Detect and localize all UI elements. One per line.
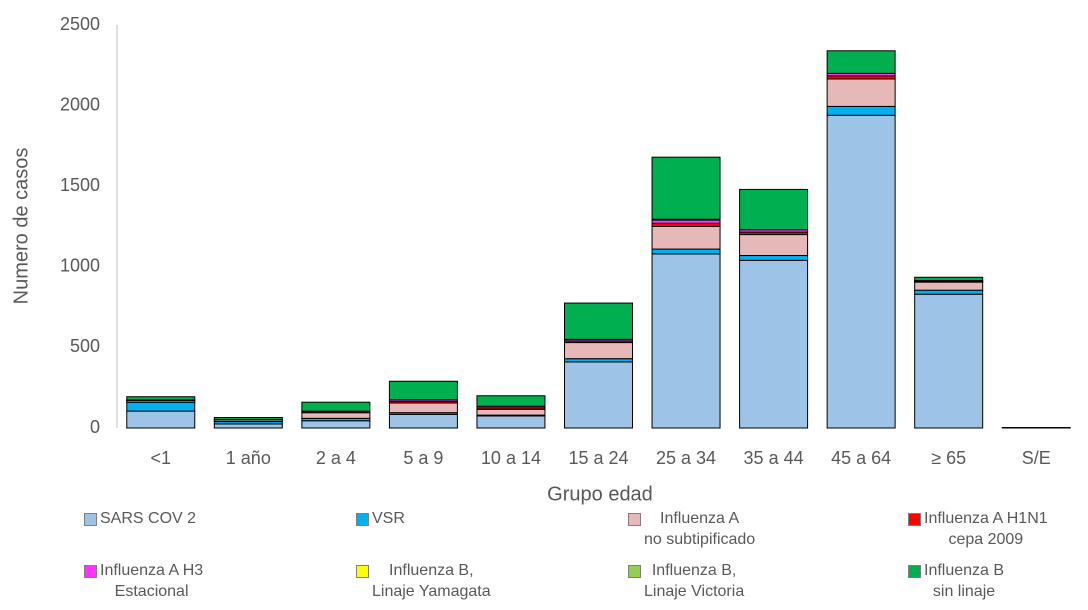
legend-item: Influenza A no subtipificado	[628, 508, 908, 550]
bar-segment	[388, 402, 458, 414]
x-tick-label: 15 a 24	[568, 448, 628, 468]
bar-segment	[914, 281, 984, 291]
legend-item: Influenza A H1N1 cepa 2009	[908, 508, 1084, 550]
bar-segment	[564, 342, 633, 360]
x-tick-label: 5 a 9	[403, 448, 443, 468]
bar-segment	[826, 78, 896, 107]
bar-segment	[301, 412, 371, 419]
x-tick-label: ≥ 65	[931, 448, 966, 468]
x-tick-label: 1 año	[226, 448, 271, 468]
legend-swatch	[628, 565, 641, 578]
bar-segment	[826, 114, 896, 429]
bar-segment	[739, 255, 809, 261]
legend-swatch	[84, 513, 97, 526]
x-tick-label: 45 a 64	[831, 448, 891, 468]
y-tick-label: 2500	[60, 14, 100, 34]
y-tick-label: 0	[90, 417, 100, 437]
x-tick-label: 2 a 4	[316, 448, 356, 468]
legend-item: Influenza A H3 Estacional	[84, 560, 356, 602]
bar-segment	[476, 395, 546, 407]
legend-swatch	[356, 565, 369, 578]
bar-segment	[388, 413, 458, 429]
bar-segment	[651, 156, 721, 220]
legend-item: VSR	[356, 508, 628, 550]
legend-item: SARS COV 2	[84, 508, 356, 550]
legend-swatch	[356, 513, 369, 526]
bar-segment	[213, 417, 283, 420]
legend: SARS COV 2 VSR Influenza A no subtipificad…	[84, 508, 1084, 602]
chart: Numero de casos Grupo edad 0 500 1000 1500 2…	[10, 14, 1071, 505]
x-axis-label: Grupo edad	[547, 483, 653, 505]
legend-swatch	[628, 513, 641, 526]
legend-label: Influenza A H1N1 cepa 2009	[924, 510, 1048, 548]
legend-label: Influenza A H3 Estacional	[100, 562, 204, 600]
legend-item: Influenza B, Linaje Yamagata	[356, 560, 628, 602]
bar-segment	[739, 188, 809, 231]
legend-swatch	[84, 565, 97, 578]
bar-segment	[476, 408, 546, 416]
bar-segment	[739, 259, 809, 429]
legend-label: Influenza A no subtipificado	[644, 510, 756, 548]
bar-segment	[476, 415, 546, 429]
bar-segment	[301, 420, 371, 429]
legend-label: Influenza B sin linaje	[924, 562, 1005, 600]
bar-segment	[651, 226, 721, 250]
bar-segment	[564, 361, 633, 429]
x-tick-label: <1	[151, 448, 172, 468]
x-tick-label: 25 a 34	[656, 448, 716, 468]
x-tick-label: 35 a 44	[744, 448, 804, 468]
bar-segment	[739, 234, 809, 257]
legend-label: SARS COV 2	[100, 510, 197, 527]
bar-segment	[388, 380, 458, 401]
bar-segment	[826, 105, 896, 116]
bar-segment	[651, 248, 721, 255]
legend-label: VSR	[372, 510, 405, 527]
bar-segment	[914, 289, 984, 295]
bar-segment	[914, 276, 984, 282]
bar-segment	[301, 401, 371, 412]
bar-segment	[826, 50, 896, 74]
y-tick-label: 500	[70, 336, 100, 356]
y-tick-label: 2000	[60, 94, 100, 114]
y-axis-label: Numero de casos	[10, 148, 32, 305]
legend-item: Influenza B sin linaje	[908, 560, 1084, 602]
bar-segment	[914, 293, 984, 429]
legend-swatch	[908, 565, 921, 578]
y-tick-label: 1000	[60, 256, 100, 276]
legend-label: Influenza B, Linaje Yamagata	[372, 562, 491, 600]
y-tick-label: 1500	[60, 175, 100, 195]
bar-segment	[126, 410, 196, 429]
bar-segment	[126, 396, 196, 401]
bar-segment	[126, 401, 196, 412]
bar-segment	[651, 253, 721, 429]
x-tick-label: 10 a 14	[481, 448, 541, 468]
bar-segment	[564, 302, 633, 340]
x-tick-label: S/E	[1022, 448, 1051, 468]
bar-segment	[213, 423, 283, 429]
legend-swatch	[908, 513, 921, 526]
legend-label: Influenza B, Linaje Victoria	[644, 562, 745, 600]
legend-item: Influenza B, Linaje Victoria	[628, 560, 908, 602]
